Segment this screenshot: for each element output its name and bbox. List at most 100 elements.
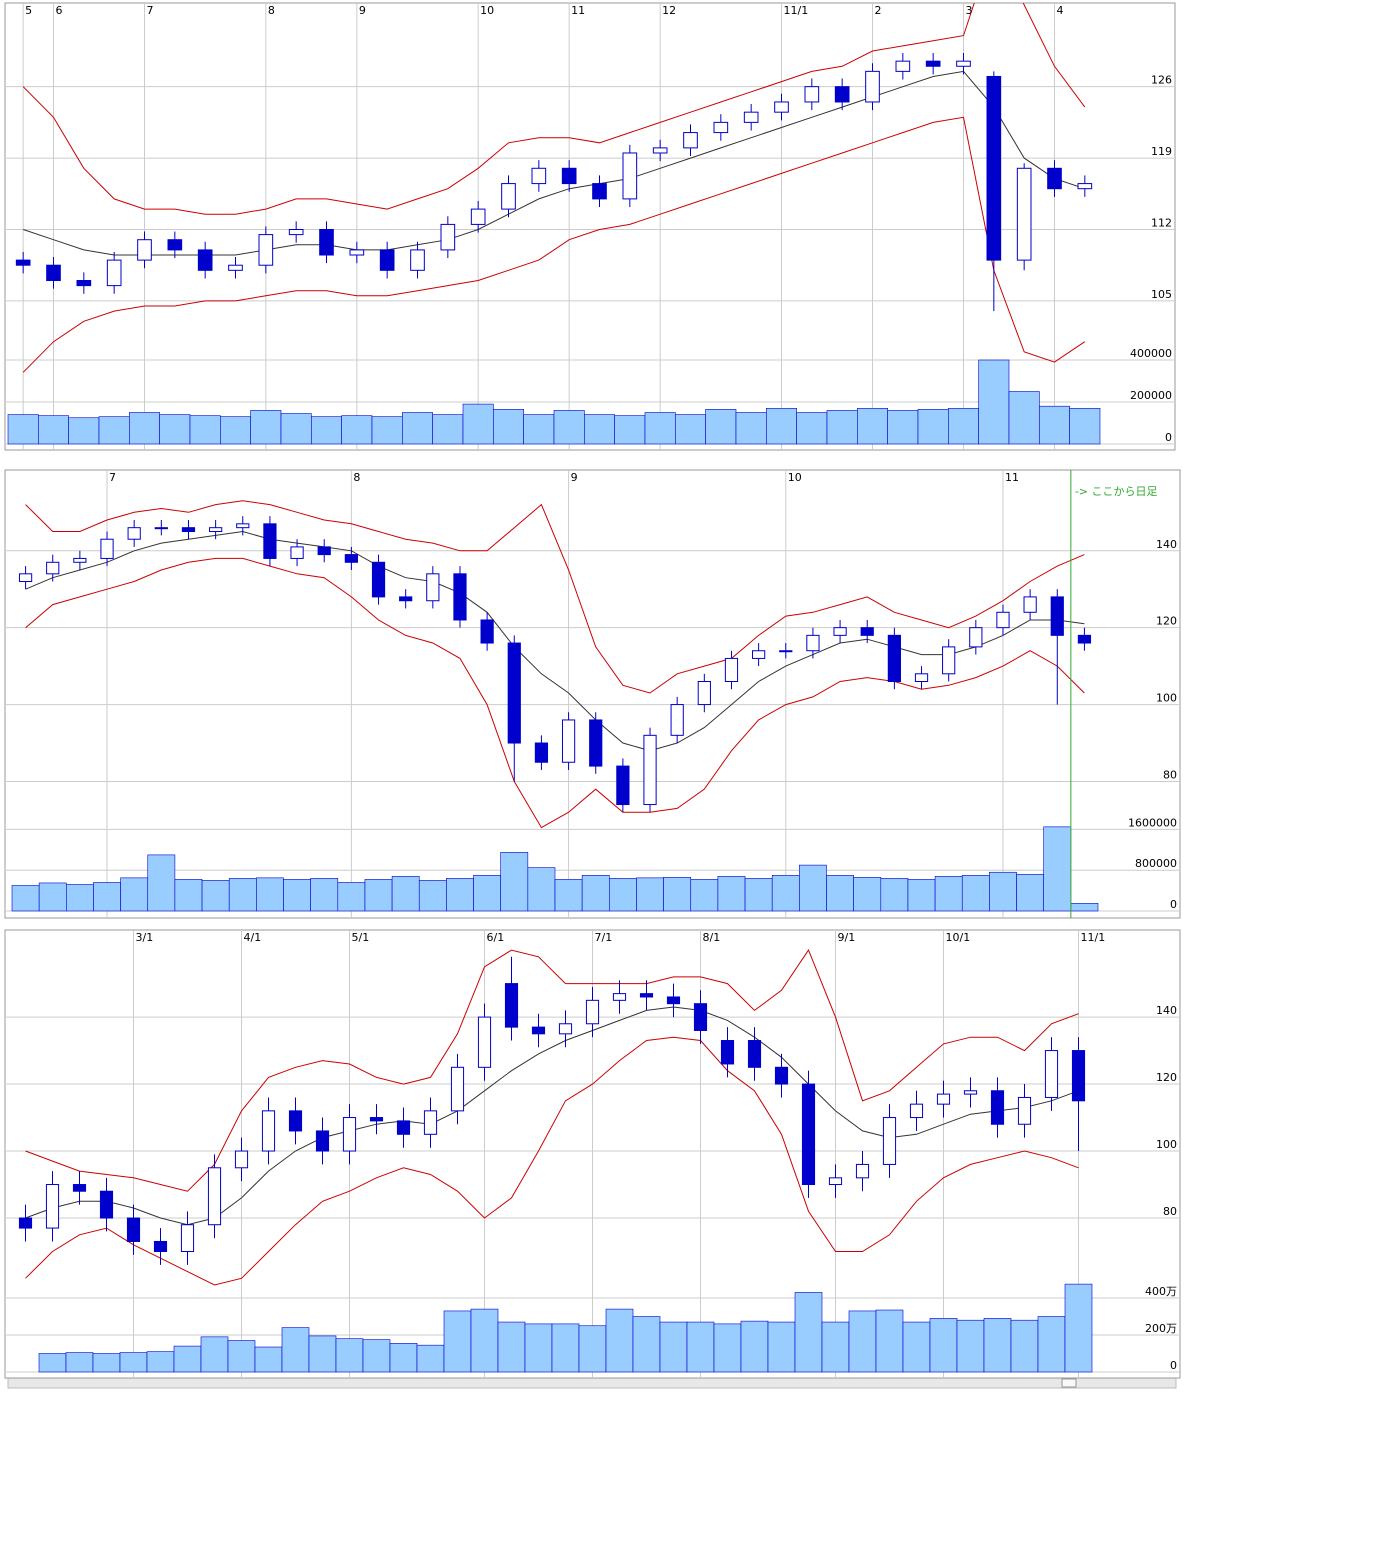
candle-body — [561, 719, 576, 763]
y-tick-label: 105 — [1151, 288, 1172, 301]
volume-bar — [826, 874, 854, 912]
volume-bar — [794, 1292, 823, 1373]
x-tick-label: 4 — [1057, 4, 1064, 17]
candle-body — [865, 70, 880, 103]
volume-bar — [335, 1338, 364, 1373]
x-tick-label: 6 — [56, 4, 63, 17]
volume-bar — [227, 1340, 256, 1373]
candle-body — [1071, 1050, 1086, 1102]
candle-body — [18, 1217, 33, 1229]
volume-bar — [147, 854, 176, 912]
volume-bar — [632, 1316, 661, 1373]
volume-bar — [686, 1321, 715, 1373]
volume-bar — [614, 415, 646, 445]
volume-bar — [402, 412, 433, 445]
band-line — [22, 3, 1086, 215]
candle-body — [154, 527, 168, 530]
candle-body — [504, 983, 519, 1028]
band-line — [25, 1036, 1079, 1286]
volume-bar — [66, 884, 94, 912]
volume-bar — [799, 864, 827, 912]
candle-body — [477, 1016, 492, 1068]
x-tick-label: 3 — [966, 4, 973, 17]
candle-body — [616, 765, 630, 806]
volume-bar — [1008, 391, 1040, 445]
volume-bar — [584, 414, 615, 445]
candle-body — [15, 259, 31, 266]
candle-body — [743, 111, 759, 123]
volume-bar — [364, 879, 393, 912]
y-tick-label: 140 — [1156, 538, 1177, 551]
candle-body — [683, 132, 698, 149]
volume-bar — [1070, 903, 1099, 912]
candle-body — [956, 60, 971, 67]
x-tick-label: 11 — [571, 4, 585, 17]
x-tick-label: 10 — [788, 471, 802, 484]
volume-bar — [391, 876, 420, 912]
candle-body — [317, 546, 331, 556]
volume-bar — [432, 414, 464, 445]
candle-body — [228, 264, 243, 271]
candle-body — [236, 523, 250, 529]
candle-body — [180, 1224, 195, 1253]
volume-bar — [418, 880, 447, 912]
candle-body — [887, 634, 901, 682]
candle-body — [713, 121, 729, 134]
candle-body — [288, 229, 304, 236]
candle-body — [612, 993, 627, 1001]
volume-bar — [524, 1323, 553, 1373]
candle-body — [622, 152, 638, 200]
scrollbar[interactable] — [7, 1377, 1177, 1389]
volume-bar — [470, 1308, 499, 1373]
volume-bar — [220, 416, 251, 445]
candle-body — [18, 573, 33, 583]
volume-bar — [826, 410, 858, 445]
candle-body — [963, 1090, 978, 1095]
volume-bar — [493, 409, 524, 445]
candle-body — [895, 60, 911, 72]
scroll-thumb[interactable] — [1061, 1378, 1077, 1388]
candle-body — [263, 523, 277, 559]
candle-body — [666, 996, 681, 1005]
volume-bar — [93, 882, 121, 912]
volume-bar — [917, 409, 949, 445]
x-tick-label: 11/1 — [784, 4, 809, 17]
candle-body — [1017, 1096, 1032, 1125]
x-tick-label: 3/1 — [136, 931, 154, 944]
volume-bar — [608, 878, 637, 912]
volume-bar — [551, 1323, 580, 1373]
x-tick-label: 11 — [1005, 471, 1019, 484]
candle-body — [290, 546, 304, 559]
volume-bar — [283, 879, 311, 912]
volume-bar — [553, 410, 585, 445]
volume-bar — [146, 1351, 175, 1373]
volume-bar — [675, 414, 706, 445]
y-tick-label: 80 — [1163, 1205, 1177, 1218]
volume-bar — [1064, 1283, 1093, 1373]
candle-body — [349, 249, 365, 256]
candle-body — [319, 229, 334, 256]
volume-bar — [771, 874, 800, 912]
candle-body — [507, 642, 521, 744]
volume-tick-label: 200万 — [1145, 1322, 1177, 1335]
plot — [5, 470, 1180, 918]
x-tick-label: 9 — [359, 4, 366, 17]
y-tick-label: 120 — [1156, 615, 1177, 628]
candle-body — [410, 249, 425, 271]
candle-body — [969, 627, 983, 648]
volume-bar — [443, 1310, 472, 1373]
candle-body — [860, 627, 874, 636]
volume-bar — [38, 882, 67, 912]
x-tick-label: 9 — [571, 471, 578, 484]
candle-body — [752, 650, 766, 659]
volume-bar — [1069, 407, 1101, 445]
volume-tick-label: 400000 — [1130, 347, 1172, 360]
volume-bar — [821, 1321, 850, 1373]
candle-body — [1050, 596, 1064, 636]
volume-bar — [473, 874, 501, 912]
volume-bar — [644, 412, 676, 445]
candle-body — [126, 1217, 141, 1242]
volume-bar — [1016, 873, 1044, 912]
volume-bar — [371, 416, 403, 445]
